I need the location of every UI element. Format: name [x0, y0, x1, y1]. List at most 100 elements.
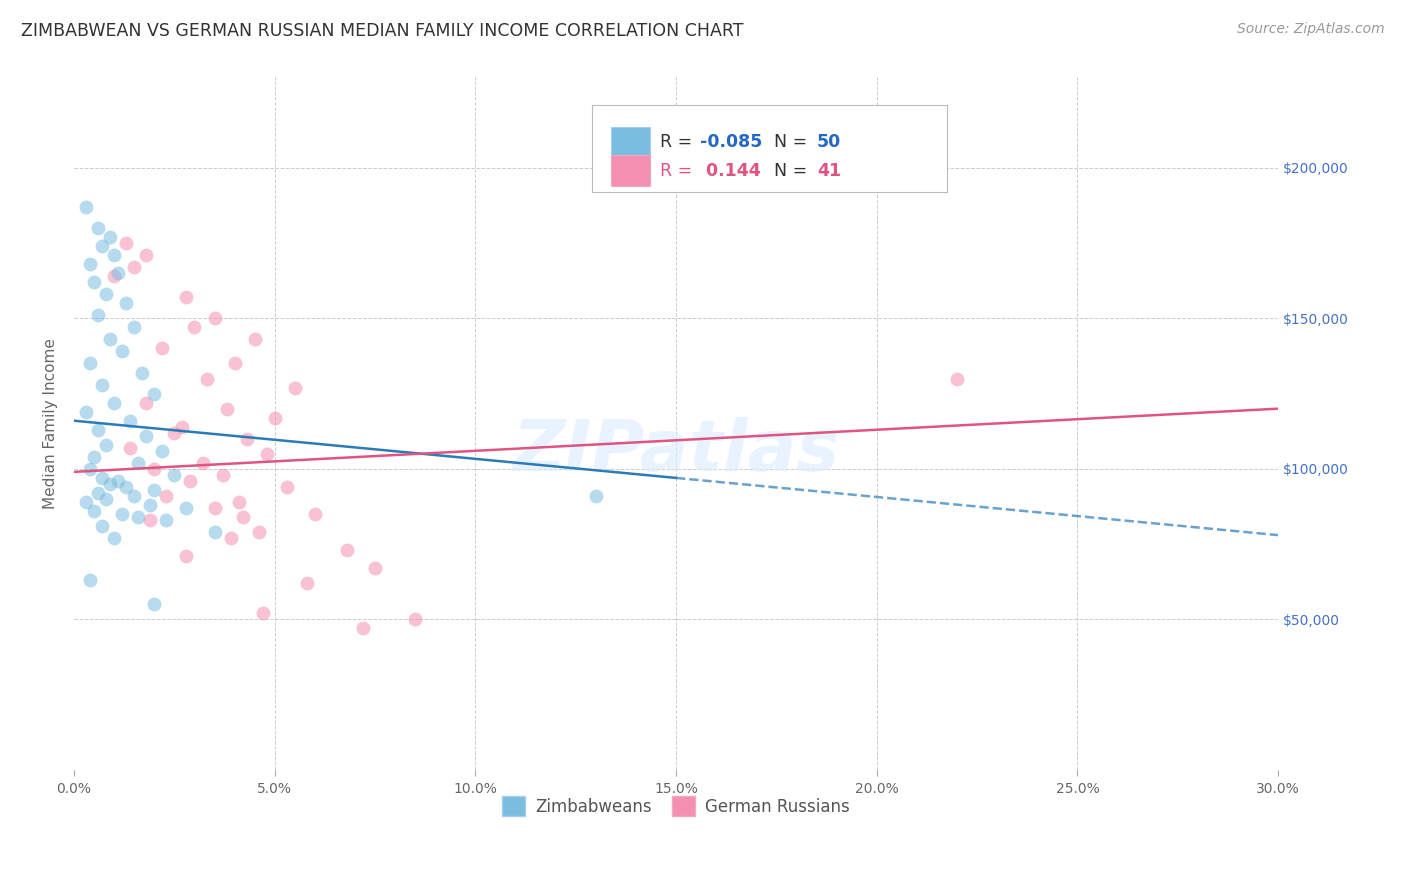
Point: [172, 419, 194, 434]
Point: [96, 491, 118, 506]
Text: Source: ZipAtlas.com: Source: ZipAtlas.com: [1237, 22, 1385, 37]
Point: [224, 357, 246, 371]
Point: [75, 405, 97, 419]
Point: [585, 489, 607, 503]
Point: [219, 531, 242, 545]
Point: [183, 320, 205, 334]
Point: [107, 266, 129, 280]
Y-axis label: Median Family Income: Median Family Income: [44, 338, 58, 509]
FancyBboxPatch shape: [612, 127, 650, 157]
Point: [228, 495, 250, 509]
Point: [75, 200, 97, 214]
Point: [103, 531, 125, 545]
Text: ZIPatlas: ZIPatlas: [512, 417, 839, 486]
Text: 0.144: 0.144: [700, 161, 761, 179]
Point: [247, 525, 270, 540]
Point: [204, 525, 226, 540]
Point: [163, 467, 186, 482]
Point: [115, 235, 138, 250]
Point: [131, 366, 153, 380]
Text: -0.085: -0.085: [700, 133, 762, 151]
Point: [135, 429, 157, 443]
Point: [96, 438, 118, 452]
Point: [87, 423, 110, 437]
Point: [83, 450, 105, 464]
Point: [232, 510, 254, 524]
Point: [263, 410, 285, 425]
Point: [91, 519, 114, 533]
Point: [79, 257, 101, 271]
Text: N =: N =: [773, 161, 813, 179]
Point: [91, 377, 114, 392]
Point: [103, 395, 125, 409]
Point: [83, 504, 105, 518]
Point: [91, 471, 114, 485]
Point: [79, 574, 101, 588]
Point: [404, 612, 426, 626]
Point: [79, 462, 101, 476]
Legend: Zimbabweans, German Russians: Zimbabweans, German Russians: [494, 788, 859, 824]
Point: [155, 489, 177, 503]
Point: [336, 543, 359, 558]
Point: [139, 513, 162, 527]
Point: [127, 510, 149, 524]
Point: [304, 507, 326, 521]
Point: [143, 462, 166, 476]
Point: [295, 576, 318, 591]
Point: [139, 498, 162, 512]
Point: [103, 248, 125, 262]
Point: [176, 501, 198, 516]
Point: [98, 333, 121, 347]
Point: [143, 386, 166, 401]
Point: [124, 260, 146, 274]
Point: [120, 414, 142, 428]
Point: [98, 477, 121, 491]
Point: [352, 622, 374, 636]
Point: [191, 456, 214, 470]
Point: [256, 447, 278, 461]
Point: [135, 395, 157, 409]
Point: [243, 333, 266, 347]
Point: [96, 287, 118, 301]
Point: [143, 598, 166, 612]
Point: [79, 357, 101, 371]
Point: [150, 443, 173, 458]
Text: R =: R =: [661, 133, 699, 151]
Text: ZIMBABWEAN VS GERMAN RUSSIAN MEDIAN FAMILY INCOME CORRELATION CHART: ZIMBABWEAN VS GERMAN RUSSIAN MEDIAN FAMI…: [21, 22, 744, 40]
Point: [115, 296, 138, 310]
Point: [124, 320, 146, 334]
Point: [127, 456, 149, 470]
Point: [83, 275, 105, 289]
Point: [195, 371, 218, 385]
Point: [211, 467, 233, 482]
Text: 50: 50: [817, 133, 841, 151]
Point: [163, 425, 186, 440]
FancyBboxPatch shape: [612, 155, 650, 186]
Point: [135, 248, 157, 262]
Point: [87, 308, 110, 322]
Point: [946, 371, 969, 385]
FancyBboxPatch shape: [592, 105, 948, 192]
Point: [91, 239, 114, 253]
Point: [120, 441, 142, 455]
Point: [143, 483, 166, 497]
Text: 41: 41: [817, 161, 841, 179]
Point: [87, 486, 110, 500]
Point: [124, 489, 146, 503]
Point: [103, 269, 125, 284]
Point: [87, 221, 110, 235]
Point: [276, 480, 298, 494]
Point: [98, 230, 121, 244]
Text: R =: R =: [661, 161, 699, 179]
Text: N =: N =: [773, 133, 813, 151]
Point: [252, 607, 274, 621]
Point: [155, 513, 177, 527]
Point: [107, 474, 129, 488]
Point: [204, 311, 226, 326]
Point: [364, 561, 387, 575]
Point: [284, 381, 307, 395]
Point: [111, 344, 134, 359]
Point: [150, 342, 173, 356]
Point: [111, 507, 134, 521]
Point: [235, 432, 257, 446]
